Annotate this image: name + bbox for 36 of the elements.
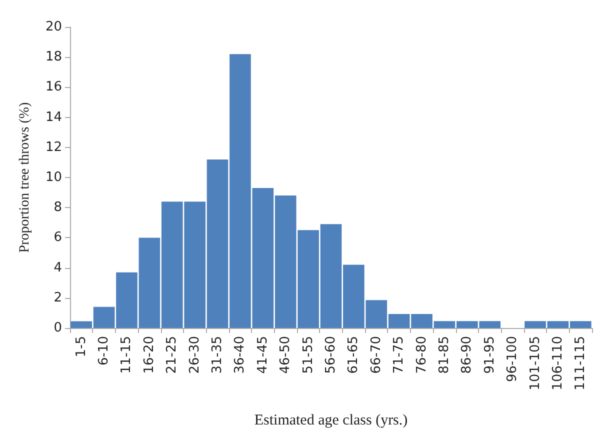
x-tick-label: 31-35 <box>210 336 226 374</box>
y-tick-label: 2 <box>54 290 62 306</box>
y-axis-title: Proportion tree throws (%) <box>18 102 32 253</box>
y-tick-label: 12 <box>45 140 62 155</box>
x-tick-label: 81-85 <box>436 336 452 374</box>
x-tick-label: 1-5 <box>74 336 89 358</box>
x-tick-label: 76-80 <box>414 336 430 374</box>
x-tick-label: 96-100 <box>505 336 520 382</box>
y-tick-label: 8 <box>54 200 62 216</box>
x-tick-label: 101-105 <box>528 336 543 390</box>
y-tick-label: 10 <box>45 170 62 185</box>
y-tick-label: 4 <box>54 260 62 276</box>
x-tick-label: 106-110 <box>550 336 566 390</box>
x-tick-label: 111-115 <box>573 336 588 390</box>
x-tick-label: 26-30 <box>187 336 202 374</box>
x-tick-label: 61-65 <box>346 336 362 374</box>
x-tick-label: 91-95 <box>482 336 498 374</box>
y-tick-label: 14 <box>45 110 62 125</box>
x-tick-label: 41-45 <box>255 336 270 374</box>
x-tick-label: 36-40 <box>232 336 248 374</box>
x-tick-label: 71-75 <box>392 336 407 374</box>
x-tick-label: 21-25 <box>164 336 180 374</box>
y-tick-label: 18 <box>45 50 62 65</box>
x-tick-label: 56-60 <box>324 336 338 374</box>
x-axis-title: Estimated age class (yrs.) <box>254 412 408 428</box>
x-tick-label: 66-70 <box>368 336 384 374</box>
y-tick-label: 16 <box>45 80 62 95</box>
x-tick-label: 51-55 <box>300 336 316 374</box>
x-tick-label: 11-15 <box>119 336 134 374</box>
x-tick-label: 6-10 <box>96 336 112 366</box>
y-tick-label: 0 <box>54 320 62 336</box>
x-tick-label: 16-20 <box>142 336 157 374</box>
y-tick-label: 20 <box>45 20 62 34</box>
y-tick-label: 6 <box>54 230 62 246</box>
x-tick-label: 86-90 <box>460 336 475 374</box>
x-tick-label: 46-50 <box>278 336 294 374</box>
